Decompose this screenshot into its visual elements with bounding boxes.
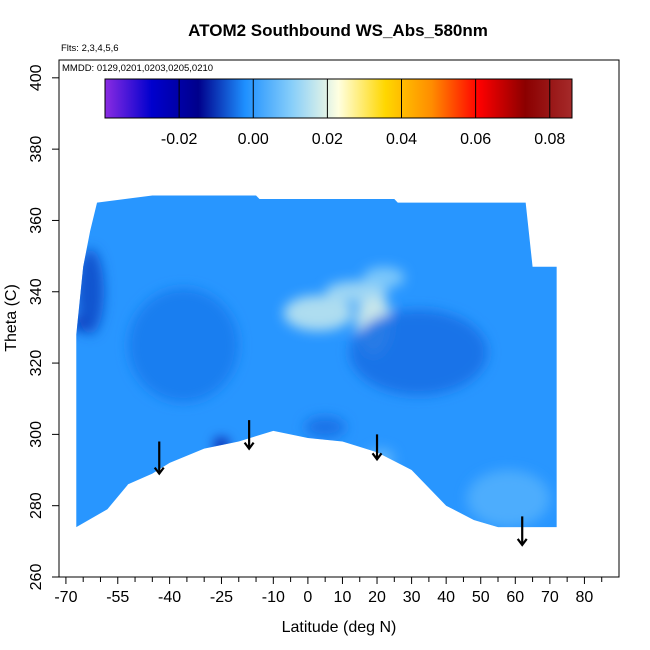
x-tick-label: -40 <box>158 589 181 606</box>
field-feature <box>283 295 353 331</box>
x-axis-label: Latitude (deg N) <box>282 619 397 636</box>
colorbar-tick-label: 0.08 <box>534 131 565 148</box>
chart-title: ATOM2 Southbound WS_Abs_580nm <box>188 21 488 40</box>
arrow-marker <box>516 516 528 547</box>
y-tick-label: 280 <box>28 492 45 519</box>
arrow-marker <box>153 441 165 476</box>
field-feature <box>325 281 388 303</box>
y-tick-label: 380 <box>28 136 45 163</box>
x-tick-label: 20 <box>368 589 386 606</box>
colorbar-tick-label: 0.02 <box>312 131 343 148</box>
y-tick-label: 300 <box>28 421 45 448</box>
arrow-marker <box>243 420 255 451</box>
arrow-marker <box>371 434 383 462</box>
colorbar-tick-label: 0.00 <box>238 131 269 148</box>
field-feature <box>214 437 229 453</box>
x-axis: -70 -55 -40 -25 -10 0 10 20 30 40 50 60 70 80 <box>54 577 603 606</box>
field-features <box>76 248 550 528</box>
field-feature <box>366 448 395 471</box>
y-axis-label: Theta (C) <box>3 284 20 352</box>
colorbar-rect <box>104 78 573 119</box>
field-feature <box>128 288 239 403</box>
dates-label: MMDD: 0129,0201,0203,0205,0210 <box>62 63 213 74</box>
plot-frame <box>58 59 620 578</box>
x-tick-label: -25 <box>210 589 233 606</box>
x-tick-label: 10 <box>334 589 352 606</box>
y-tick-label: 400 <box>28 64 45 91</box>
colorbar-tick-label: 0.04 <box>386 131 417 148</box>
x-tick-label: -55 <box>106 589 129 606</box>
colorbar-tick-label: 0.06 <box>460 131 491 148</box>
field-feature <box>363 266 405 289</box>
colorbar: -0.02 0.00 0.02 0.04 0.06 0.08 <box>104 78 573 148</box>
x-tick-label: 50 <box>472 589 490 606</box>
colorbar-tick-label: -0.02 <box>161 131 198 148</box>
x-tick-label: -10 <box>262 589 285 606</box>
x-tick-label: 40 <box>437 589 455 606</box>
x-tick-label: -70 <box>54 589 77 606</box>
y-axis: 260 280 300 320 340 360 380 400 <box>28 64 59 590</box>
x-tick-label: 60 <box>506 589 524 606</box>
y-tick-label: 340 <box>28 278 45 305</box>
y-tick-label: 320 <box>28 350 45 377</box>
x-tick-label: 70 <box>541 589 559 606</box>
field-feature <box>349 309 488 396</box>
x-tick-label: 80 <box>576 589 594 606</box>
y-tick-label: 360 <box>28 207 45 234</box>
heatmap-field <box>76 195 557 528</box>
flights-label: Flts: 2,3,4,5,6 <box>61 43 119 54</box>
field-feature <box>466 470 550 528</box>
x-tick-label: 30 <box>403 589 421 606</box>
arrows <box>153 420 528 547</box>
field-feature <box>76 248 104 335</box>
field-feature <box>304 416 346 438</box>
y-tick-label: 260 <box>28 564 45 591</box>
x-tick-label: 0 <box>303 589 312 606</box>
